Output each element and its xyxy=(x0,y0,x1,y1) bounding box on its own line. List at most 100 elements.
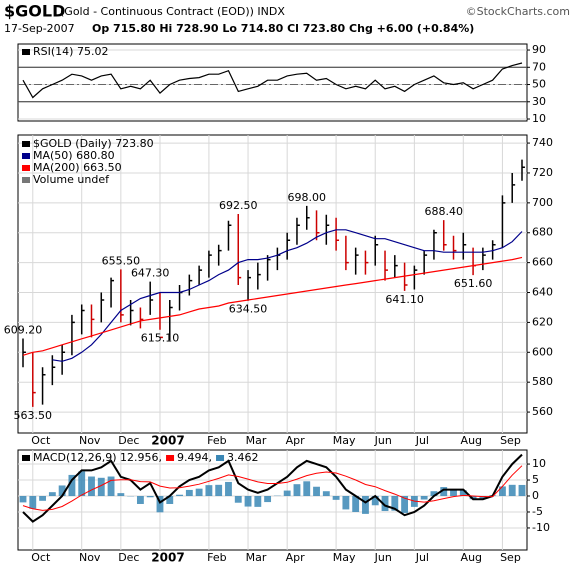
high-label: 692.50 xyxy=(219,199,258,212)
histogram-bar xyxy=(97,477,105,497)
histogram-bar xyxy=(332,496,340,500)
histogram-bar xyxy=(430,491,438,497)
y-tick-label: -10 xyxy=(532,521,550,534)
y-tick-label: 640 xyxy=(532,286,553,299)
x-tick-label: Nov xyxy=(79,434,101,447)
histogram-bar xyxy=(499,486,506,497)
price-bar xyxy=(149,281,154,315)
price-bar xyxy=(374,235,379,266)
legend-swatch xyxy=(22,455,30,461)
y-tick-label: 0 xyxy=(532,489,539,502)
x-tick-label: Apr xyxy=(286,551,306,564)
price-bar xyxy=(100,292,105,323)
histogram-bar xyxy=(244,496,252,507)
price-bar xyxy=(442,220,447,251)
price-bar xyxy=(159,292,163,339)
y-tick-label: 50 xyxy=(532,78,546,91)
price-bar xyxy=(257,262,261,290)
y-tick-label: 680 xyxy=(532,226,553,239)
x-tick-label: Feb xyxy=(207,434,226,447)
price-bar xyxy=(217,244,222,266)
price-bar xyxy=(354,247,359,275)
price-bar xyxy=(247,270,251,301)
x-tick-label: Dec xyxy=(118,551,139,564)
histogram-bar xyxy=(146,496,154,498)
legend-label: MA(50) 680.80 xyxy=(33,149,115,162)
price-bar xyxy=(208,250,212,278)
y-tick-label: 10 xyxy=(532,112,546,125)
x-tick-label: Mar xyxy=(246,551,267,564)
x-tick-label: 2007 xyxy=(151,434,184,448)
histogram-bar xyxy=(166,496,174,504)
series-line xyxy=(52,229,523,362)
panel xyxy=(17,43,528,122)
x-tick-label: Aug xyxy=(461,551,482,564)
legend-label: 9.494, xyxy=(177,451,212,464)
low-label: 634.50 xyxy=(229,303,268,316)
high-label: 647.30 xyxy=(131,267,170,280)
x-tick-label: Mar xyxy=(246,434,267,447)
date: 17-Sep-2007 xyxy=(4,22,75,35)
price-bar xyxy=(413,265,418,290)
x-tick-label: Jul xyxy=(415,551,429,564)
y-tick-label: 620 xyxy=(532,315,553,328)
price-bar xyxy=(139,307,144,329)
series-line xyxy=(22,62,523,99)
price-bar xyxy=(286,232,291,260)
price-bar xyxy=(296,217,300,245)
price-bar xyxy=(227,220,232,251)
price-bar xyxy=(169,299,173,341)
y-tick-label: 5 xyxy=(532,473,539,486)
legend-label: MACD(12,26,9) 12.956, xyxy=(33,451,162,464)
histogram-bar xyxy=(58,485,66,497)
high-label: 609.20 xyxy=(4,324,43,337)
legend-label: MA(200) 663.50 xyxy=(33,161,122,174)
y-tick-label: 30 xyxy=(532,95,546,108)
histogram-bar xyxy=(176,494,183,497)
y-tick-label: 70 xyxy=(532,60,546,73)
price-bar xyxy=(452,235,457,260)
x-tick-label: Oct xyxy=(31,434,51,447)
histogram-bar xyxy=(450,488,457,497)
price-bar xyxy=(394,255,398,278)
price-bar xyxy=(305,205,310,230)
high-label: 655.50 xyxy=(102,254,141,267)
histogram-bar xyxy=(39,496,46,501)
y-tick-label: 560 xyxy=(532,405,553,418)
price-bar xyxy=(120,269,124,323)
histogram-bar xyxy=(342,496,350,510)
legend-swatch xyxy=(22,141,30,147)
price-bar xyxy=(423,250,428,275)
legend-label: RSI(14) 75.02 xyxy=(33,45,108,58)
price-bar xyxy=(491,240,496,260)
x-tick-label: Feb xyxy=(207,551,226,564)
price-bar xyxy=(237,214,242,286)
histogram-bar xyxy=(518,484,526,497)
y-tick-label: 600 xyxy=(532,345,553,358)
series-line xyxy=(22,256,523,356)
histogram-bar xyxy=(117,493,125,497)
price-bar xyxy=(482,247,486,271)
low-label: 651.60 xyxy=(454,277,493,290)
histogram-bar xyxy=(78,471,86,497)
legend-swatch xyxy=(22,165,30,171)
x-tick-label: Sep xyxy=(500,551,521,564)
price-bar xyxy=(266,255,271,281)
x-tick-label: Jun xyxy=(374,434,392,447)
x-tick-label: Aug xyxy=(461,434,482,447)
histogram-bar xyxy=(313,486,320,497)
series-line xyxy=(22,453,523,523)
y-tick-label: 580 xyxy=(532,375,553,388)
description: (Gold - Continuous Contract (EOD)) INDX xyxy=(60,5,285,18)
price-bar xyxy=(315,210,320,241)
legend-swatch xyxy=(22,49,30,55)
price-bar xyxy=(71,314,75,356)
price-bar xyxy=(80,304,85,335)
x-tick-label: Dec xyxy=(118,434,139,447)
price-bar xyxy=(188,274,193,296)
histogram-bar xyxy=(322,491,330,497)
histogram-bar xyxy=(469,496,477,500)
histogram-bar xyxy=(362,496,369,514)
price-bar xyxy=(41,367,46,405)
price-bar xyxy=(521,159,525,181)
